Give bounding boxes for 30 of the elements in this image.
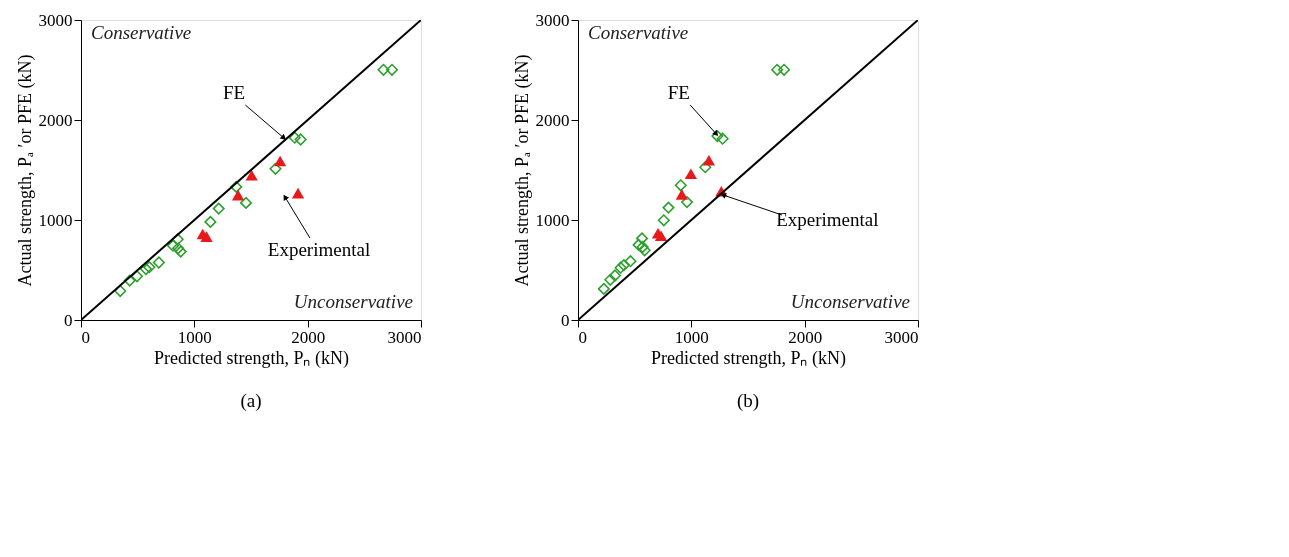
y-axis-title: Actual strength, Pₐ ′or PFE (kN) [511, 54, 533, 287]
y-tick-label: 3000 [38, 10, 73, 30]
y-tick-label: 0 [64, 310, 73, 330]
x-tick-label: 2000 [788, 327, 823, 347]
text: (a) [240, 390, 262, 412]
x-tick-label: 1000 [674, 327, 709, 347]
annotation: Conservative [588, 22, 689, 43]
annotation: FE [667, 82, 690, 103]
y-tick-label: 1000 [38, 210, 73, 230]
annotation: Experimental [267, 239, 371, 260]
x-axis-title: Predicted strength, Pₙ (kN) [651, 347, 846, 369]
x-tick-label: 3000 [884, 327, 919, 347]
y-axis-title: Actual strength, Pₐ ′or PFE (kN) [14, 54, 36, 287]
y-tick-label: 3000 [535, 10, 570, 30]
x-tick-label: 3000 [387, 327, 422, 347]
y-tick-label: 0 [561, 310, 570, 330]
annotation: FE [222, 82, 246, 103]
text: (b) [736, 390, 760, 412]
annotation: Experimental [776, 209, 879, 230]
x-tick-label: 2000 [291, 327, 326, 347]
x-tick-label: 1000 [177, 327, 212, 347]
x-axis-title: Predicted strength, Pₙ (kN) [154, 347, 349, 369]
y-tick-label: 2000 [535, 110, 570, 130]
y-tick-label: 1000 [535, 210, 570, 230]
annotation: Unconservative [293, 291, 413, 312]
x-tick-label: 0 [81, 327, 90, 347]
y-tick-label: 2000 [38, 110, 73, 130]
annotation: Conservative [91, 22, 192, 43]
x-tick-label: 0 [578, 327, 587, 347]
annotation: Unconservative [790, 291, 910, 312]
